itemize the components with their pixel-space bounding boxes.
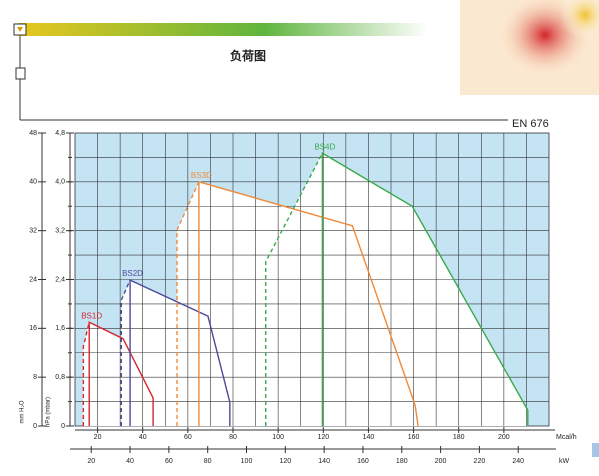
x-tick-label: 100 xyxy=(272,434,284,441)
y2-tick-label: 0 xyxy=(33,423,37,430)
x2-tick-label: 80 xyxy=(204,458,212,465)
y-tick-label: 2,4 xyxy=(55,276,65,283)
y-tick-label: 0,8 xyxy=(55,374,65,381)
working-limit xyxy=(129,279,231,426)
y-tick-label: 1,6 xyxy=(55,325,65,332)
x-tick-label: 60 xyxy=(184,434,192,441)
x-tick-label: 40 xyxy=(139,434,147,441)
x2-tick-label: 20 xyxy=(87,458,95,465)
y2-tick-label: 40 xyxy=(29,179,37,186)
x-axis-label: Mcal/h xyxy=(556,434,577,441)
x2-tick-label: 140 xyxy=(318,458,330,465)
x2-tick-label: 180 xyxy=(396,458,408,465)
y2-tick-label: 48 xyxy=(29,130,37,137)
x-tick-label: 200 xyxy=(498,434,510,441)
x-tick-label: 160 xyxy=(408,434,420,441)
field-area xyxy=(265,153,528,427)
x2-axis-label: kW xyxy=(559,458,570,465)
series-label: BS4D xyxy=(314,142,335,151)
y2-tick-label: 32 xyxy=(29,228,37,235)
x2-tick-label: 220 xyxy=(474,458,486,465)
y-tick-label: 4,8 xyxy=(55,130,65,137)
working-limit-dashed xyxy=(176,181,200,426)
x2-tick-label: 200 xyxy=(435,458,447,465)
series-label: BS1D xyxy=(81,311,102,320)
x-tick-label: 80 xyxy=(229,434,237,441)
x2-tick-label: 240 xyxy=(512,458,524,465)
working-limit xyxy=(198,180,419,427)
x2-tick-label: 120 xyxy=(279,458,291,465)
working-limit-dashed xyxy=(82,322,90,426)
nav-arrow xyxy=(17,27,23,32)
y2-axis-label: mm H₂O xyxy=(20,400,26,423)
x-tick-label: 180 xyxy=(453,434,465,441)
x2-tick-label: 40 xyxy=(126,458,134,465)
x2-tick-label: 60 xyxy=(165,458,173,465)
x-tick-label: 120 xyxy=(317,434,329,441)
page-title: 负荷图 xyxy=(230,48,266,63)
x-tick-label: 140 xyxy=(363,434,375,441)
y-axis-label: hPa (mbar) xyxy=(46,397,52,427)
doc-icon[interactable] xyxy=(15,67,26,80)
series-label: BS2D xyxy=(122,269,143,278)
working-limit-dashed xyxy=(265,152,324,426)
y-tick-label: 3,2 xyxy=(55,228,65,235)
x2-tick-label: 100 xyxy=(241,458,253,465)
x2-tick-label: 160 xyxy=(357,458,369,465)
y-tick-label: 0 xyxy=(61,423,65,430)
y-tick-label: 4,0 xyxy=(55,179,65,186)
side-tab[interactable] xyxy=(592,443,599,457)
photo-yellow xyxy=(560,0,599,40)
y2-tick-label: 24 xyxy=(29,276,37,283)
working-limit xyxy=(88,321,154,426)
y2-tick-label: 8 xyxy=(33,374,37,381)
working-limit-dashed xyxy=(120,279,131,426)
x-tick-label: 20 xyxy=(94,434,102,441)
standard: EN 676 xyxy=(512,118,549,130)
working-limit xyxy=(321,151,529,426)
header: 负荷图 EN 676 xyxy=(13,0,599,457)
header-bar xyxy=(18,23,428,36)
series-label: BS3D xyxy=(191,171,212,180)
y2-tick-label: 16 xyxy=(29,325,37,332)
